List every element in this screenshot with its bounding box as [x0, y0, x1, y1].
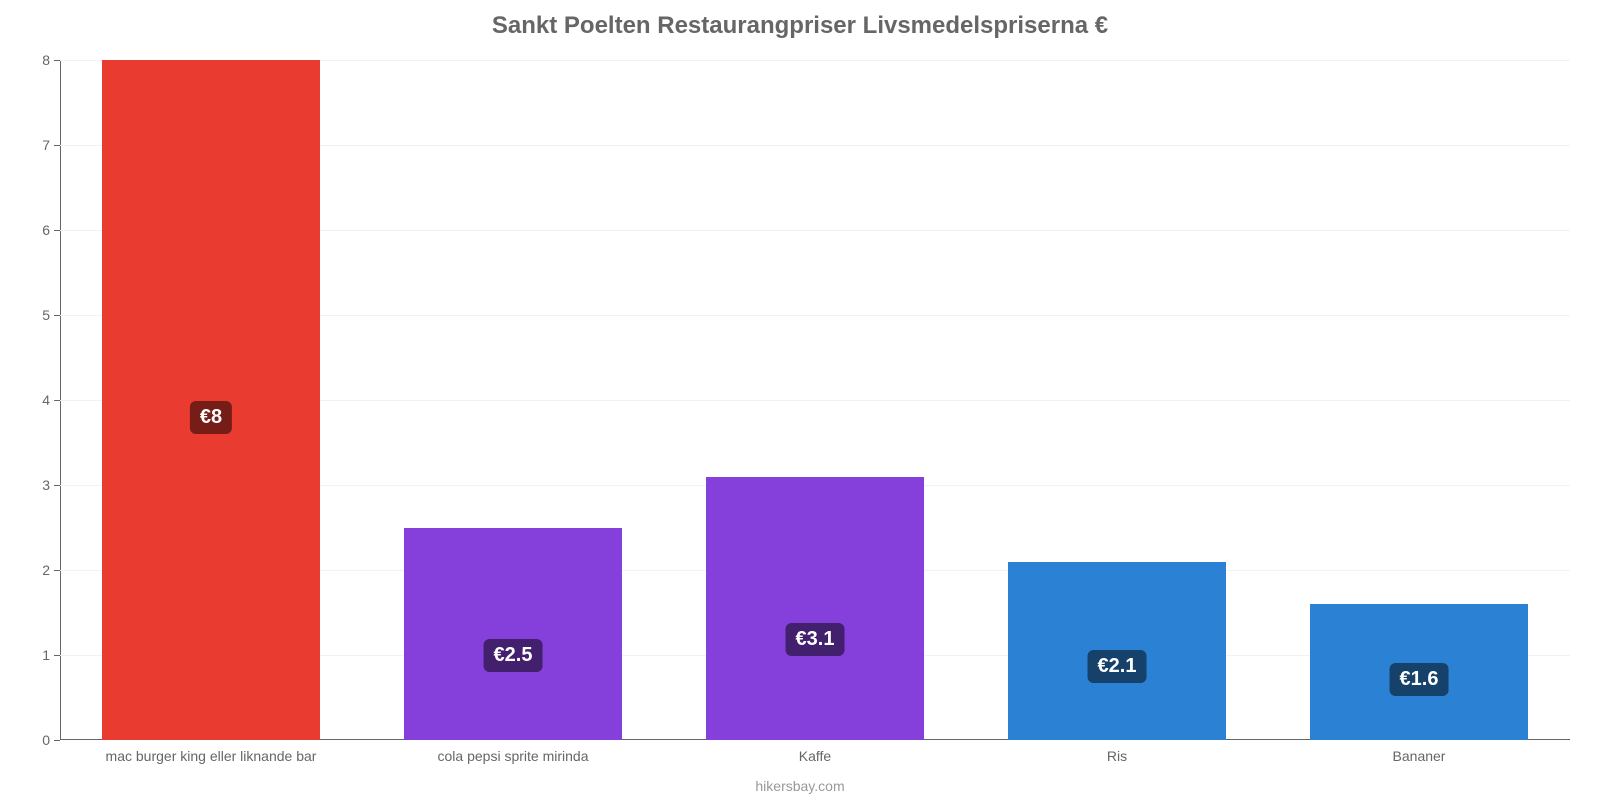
x-tick-label: mac burger king eller liknande bar [106, 740, 317, 764]
bar-value-label: €1.6 [1390, 663, 1449, 696]
bar: €2.5 [404, 528, 621, 741]
y-tick-label: 4 [42, 392, 60, 408]
y-tick-label: 1 [42, 647, 60, 663]
bar: €2.1 [1008, 562, 1225, 741]
x-tick-label: Ris [1107, 740, 1127, 764]
chart-footer: hikersbay.com [0, 778, 1600, 794]
y-tick-label: 0 [42, 732, 60, 748]
bar-value-label: €2.1 [1088, 650, 1147, 683]
y-tick-label: 6 [42, 222, 60, 238]
bar: €1.6 [1310, 604, 1527, 740]
bar-value-label: €3.1 [786, 623, 845, 656]
x-tick-label: Bananer [1393, 740, 1446, 764]
y-tick-label: 3 [42, 477, 60, 493]
y-tick-label: 5 [42, 307, 60, 323]
chart-title: Sankt Poelten Restaurangpriser Livsmedel… [0, 12, 1600, 40]
bar-value-label: €8 [190, 401, 232, 434]
y-tick-label: 2 [42, 562, 60, 578]
x-tick-label: cola pepsi sprite mirinda [438, 740, 589, 764]
bar: €8 [102, 60, 319, 740]
bar: €3.1 [706, 477, 923, 741]
y-tick-label: 8 [42, 52, 60, 68]
plot-area: €8€2.5€3.1€2.1€1.6 012345678mac burger k… [60, 60, 1570, 740]
chart-container: Sankt Poelten Restaurangpriser Livsmedel… [0, 0, 1600, 800]
bar-value-label: €2.5 [484, 639, 543, 672]
x-tick-label: Kaffe [799, 740, 831, 764]
y-tick-label: 7 [42, 137, 60, 153]
bars-area: €8 €2.5 €3.1 €2.1 €1.6 [60, 60, 1570, 740]
